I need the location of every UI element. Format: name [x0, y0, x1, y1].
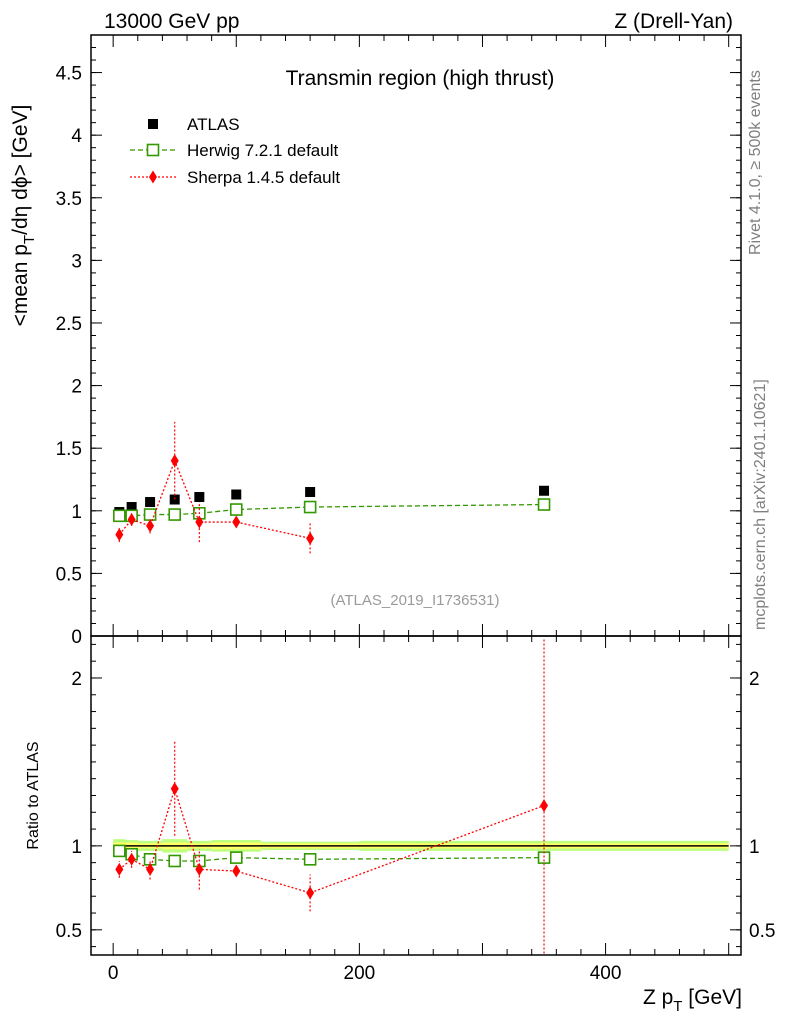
ratio-data-point [115, 862, 124, 876]
y-tick-label: 0 [71, 627, 82, 648]
main-panel: 0 0.5 1 1.5 2 2.5 3 3.5 4 4.5 <mean pT/dη dϕ> [GeV… [9, 34, 742, 648]
y-tick-label: 3 [71, 251, 82, 272]
data-point [170, 454, 179, 468]
rivet-label: Rivet 4.1.0, ≥ 500k events [747, 70, 764, 255]
legend-marker [148, 119, 158, 129]
ratio-data-point [170, 782, 179, 796]
data-point [113, 509, 126, 523]
data-point [231, 489, 242, 500]
legend-entry: Sherpa 1.4.5 default [187, 168, 340, 187]
data-point [126, 502, 137, 513]
ratio-data-point [232, 864, 241, 878]
y-tick-label-right: 0.5 [749, 921, 775, 942]
ratio-data-point [127, 852, 136, 866]
x-axis-label: Z pT [GeV] [643, 986, 742, 1015]
ratio-data-point [306, 886, 315, 900]
mcplots-label: mcplots.cern.ch [arXiv:2401.10621] [752, 379, 769, 630]
data-point [232, 515, 241, 529]
header-left: 13000 GeV pp [104, 10, 239, 33]
y-tick-label: 1 [71, 502, 82, 523]
header-right: Z (Drell-Yan) [614, 10, 733, 33]
x-tick-label: 200 [344, 963, 376, 984]
data-point [168, 508, 182, 521]
legend-entry: ATLAS [187, 115, 240, 134]
ratio-data-point [146, 862, 155, 876]
ratio-data-point [195, 862, 204, 876]
x-tick-label: 0 [108, 963, 119, 984]
y-tick-label: 0.5 [56, 921, 82, 942]
ratio-series-line [119, 850, 545, 862]
y-tick-label: 0.5 [56, 564, 82, 585]
data-point [145, 497, 156, 508]
y-tick-label: 1.5 [56, 439, 82, 460]
ratio-data-point [303, 852, 317, 866]
y-tick-label: 2 [71, 377, 82, 398]
data-point [305, 487, 316, 498]
ratio-data-point [168, 854, 182, 868]
series-line [119, 503, 545, 517]
ratio-panel: 0.5 0.5 1 1 2 2 0 200 400 Ratio to ATLAS Z pT [GeV… [25, 635, 775, 1015]
ratio-y-axis-label: Ratio to ATLAS [25, 741, 42, 849]
y-tick-label-right: 1 [749, 837, 760, 858]
data-point [537, 498, 551, 511]
ratio-data-point [537, 851, 551, 864]
legend-entry: Herwig 7.2.1 default [187, 141, 338, 160]
ratio-series-group [113, 637, 551, 955]
legend-marker [149, 170, 157, 184]
data-point [127, 513, 136, 527]
y-axis-label: <mean pT/dη dϕ> [GeV] [9, 105, 38, 327]
data-point [146, 519, 155, 533]
chart-title: Transmin region (high thrust) [286, 67, 555, 90]
data-point [306, 531, 315, 545]
data-point [303, 500, 317, 514]
y-tick-label: 1 [71, 837, 82, 858]
data-point [143, 508, 157, 521]
y-tick-label: 2 [71, 669, 82, 690]
legend-marker [146, 143, 160, 157]
y-tick-label: 3.5 [56, 189, 82, 210]
y-tick-label: 2.5 [56, 314, 82, 335]
y-tick-label: 4 [71, 126, 82, 147]
ratio-data-point [113, 844, 126, 858]
data-point [539, 485, 550, 496]
data-point [194, 492, 205, 503]
y-tick-label: 4.5 [56, 64, 82, 85]
data-point [115, 528, 124, 542]
ratio-data-point [229, 851, 243, 864]
data-point [229, 503, 243, 516]
x-tick-label: 400 [590, 963, 622, 984]
y-tick-label-right: 2 [749, 669, 760, 690]
ratio-frame [90, 635, 742, 956]
watermark: (ATLAS_2019_I1736531) [330, 592, 499, 609]
ratio-data-point [540, 799, 549, 813]
data-point [195, 515, 204, 529]
